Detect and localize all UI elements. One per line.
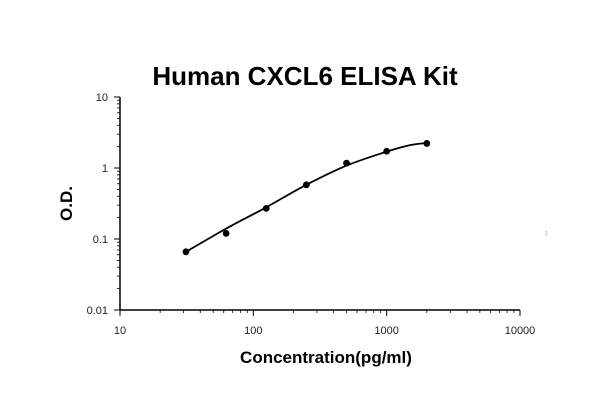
chart-title: Human CXCL6 ELISA Kit	[152, 61, 458, 91]
data-point	[222, 229, 230, 237]
y-tick-label: 0.1	[93, 234, 108, 246]
fit-curve	[185, 142, 427, 253]
data-point	[302, 181, 310, 189]
stray-mark	[544, 230, 548, 237]
data-point	[262, 204, 270, 212]
x-tick-label: 100	[244, 325, 262, 337]
x-tick-label: 1000	[374, 325, 398, 337]
axes: 10 100 1000 10000 0.01 0.1 1 10	[87, 92, 536, 337]
y-tick-label: 0.01	[87, 305, 108, 317]
data-point	[383, 147, 391, 155]
data-point	[182, 248, 190, 256]
data-points	[182, 140, 431, 256]
data-point	[343, 159, 350, 167]
fit-curve-group	[185, 142, 427, 253]
x-axis-label: Concentration(pg/ml)	[240, 348, 412, 367]
x-tick-label: 10	[114, 325, 126, 337]
x-tick-label: 10000	[505, 325, 536, 337]
data-point	[423, 140, 431, 147]
y-tick-label: 1	[102, 163, 108, 175]
y-tick-label: 10	[96, 92, 108, 104]
y-axis-label: O.D.	[57, 186, 76, 221]
